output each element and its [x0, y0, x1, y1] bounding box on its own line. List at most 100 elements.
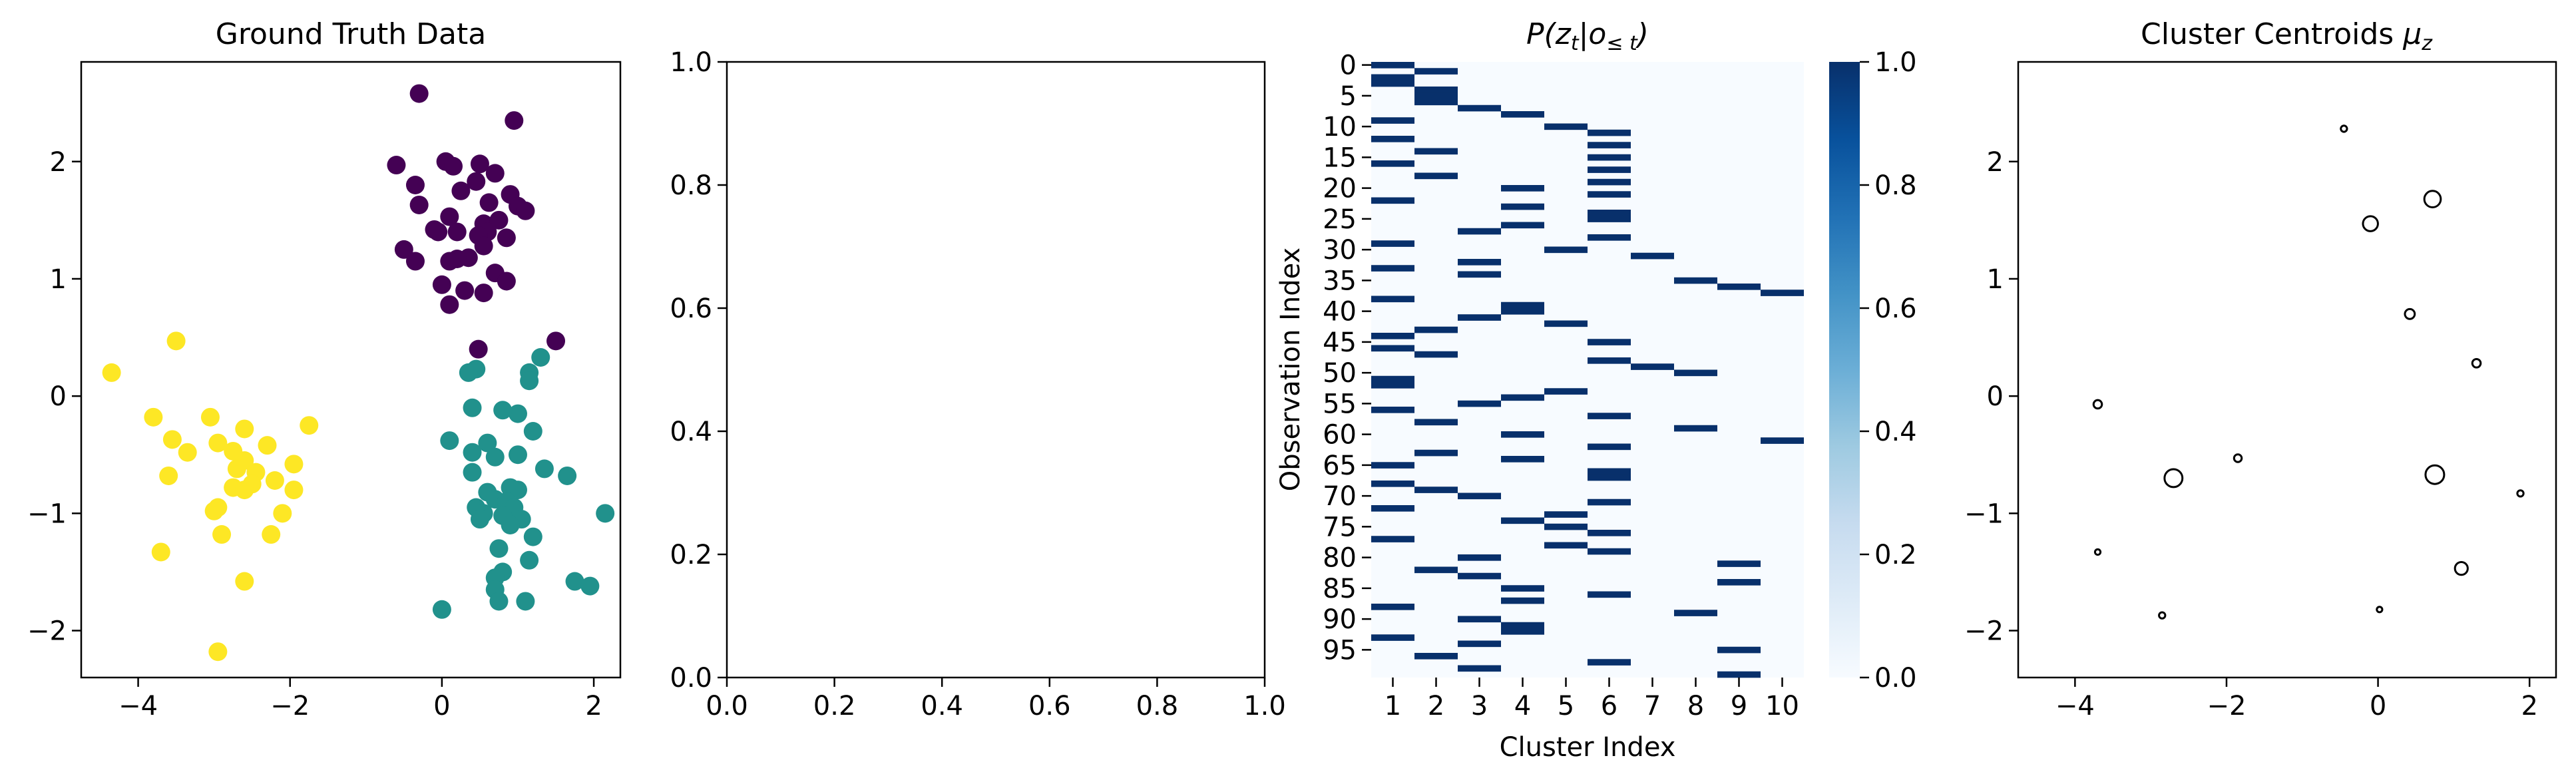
- heatmap-cell: [1501, 622, 1544, 629]
- empty-panel-ytick-label: 0.6: [670, 294, 712, 324]
- centroids-title-math: μ: [2402, 17, 2422, 51]
- centroid-point: [2362, 215, 2379, 232]
- heatmap-cell: [1371, 136, 1414, 142]
- heatmap-ytick-label: 0: [1340, 51, 1357, 81]
- ground-truth-xtick-label: −2: [270, 691, 310, 721]
- ground-truth-point: [162, 430, 182, 449]
- heatmap-cell: [1371, 407, 1414, 413]
- centroids-title: Cluster Centroids μz: [2141, 17, 2433, 55]
- heatmap-ylabel: Observation Index: [1275, 248, 1306, 491]
- ground-truth-ytick-label: 2: [50, 147, 67, 178]
- ground-truth-point: [405, 252, 425, 271]
- heatmap-cell: [1544, 320, 1588, 327]
- ground-truth-point: [478, 433, 497, 453]
- empty-panel-xtick-label: 1.0: [1243, 691, 1286, 721]
- ground-truth-point: [470, 154, 489, 174]
- heatmap-cell: [1371, 117, 1414, 124]
- ground-truth-point: [387, 156, 406, 175]
- heatmap-cell: [1371, 240, 1414, 247]
- heatmap-cell: [1414, 653, 1458, 660]
- heatmap-cell: [1501, 301, 1544, 309]
- ground-truth-point: [463, 398, 482, 417]
- ground-truth-point: [565, 572, 584, 591]
- heatmap-cell: [1588, 339, 1631, 345]
- heatmap-cells: [1371, 62, 1804, 678]
- heatmap-cell: [1414, 419, 1458, 426]
- colorbar: [1829, 62, 1860, 678]
- colorbar-tick-label: 0.6: [1874, 294, 1917, 324]
- centroid-point: [2163, 468, 2184, 489]
- heatmap-cell: [1458, 640, 1501, 648]
- empty-panel-ytick-label: 0.2: [670, 540, 712, 570]
- ground-truth-ytick-label: −2: [27, 616, 67, 647]
- heatmap-xtick-label: 10: [1765, 691, 1799, 721]
- ground-truth-point: [440, 431, 459, 451]
- heatmap-cell: [1414, 326, 1458, 333]
- ground-truth-point: [300, 416, 319, 435]
- empty-panel-xtick-label: 0.6: [1028, 691, 1071, 721]
- heatmap-cell: [1371, 382, 1414, 389]
- ground-truth-point: [409, 195, 429, 214]
- ground-truth-point: [262, 525, 281, 544]
- heatmap-cell: [1761, 290, 1804, 296]
- ground-truth-point: [440, 207, 459, 226]
- heatmap-cell: [1544, 542, 1588, 549]
- ground-truth-points: [102, 84, 615, 662]
- heatmap-cell: [1501, 628, 1544, 635]
- heatmap-cell: [1588, 234, 1631, 241]
- heatmap-cell: [1371, 375, 1414, 383]
- ground-truth-point: [208, 642, 228, 662]
- ground-truth-point: [497, 272, 516, 291]
- heatmap-ytick-label: 20: [1323, 174, 1357, 204]
- heatmap-cell: [1631, 363, 1674, 370]
- heatmap-cell: [1588, 530, 1631, 536]
- ground-truth-point: [144, 407, 163, 427]
- heatmap-cell: [1371, 62, 1414, 69]
- heatmap-cell: [1458, 314, 1501, 321]
- heatmap-cell: [1371, 295, 1414, 303]
- heatmap-cell: [1501, 597, 1544, 604]
- ground-truth-xtick-label: −4: [118, 691, 158, 721]
- ground-truth-xtick-label: 0: [433, 691, 450, 721]
- centroid-point: [2516, 489, 2525, 498]
- ground-truth-point: [208, 433, 228, 453]
- empty-panel-ticks: 0.0 0.2 0.4 0.6 0.8 1.0 0.0 0.2 0.4 0.6 0.8 1.0: [670, 47, 1285, 721]
- centroid-point: [2092, 399, 2103, 410]
- heatmap-xlabel: Cluster Index: [1500, 732, 1676, 763]
- heatmap-cell: [1371, 80, 1414, 87]
- heatmap-cell: [1414, 566, 1458, 574]
- ground-truth-point: [265, 471, 284, 490]
- centroids-ticks: −4 −2 0 2 −2 −1 0 1 2: [1964, 147, 2538, 721]
- heatmap-xtick-label: 3: [1471, 691, 1488, 721]
- centroid-point: [2471, 358, 2482, 369]
- ground-truth-ytick-label: 0: [50, 381, 67, 412]
- heatmap-cell: [1414, 449, 1458, 457]
- heatmap-cell: [1414, 487, 1458, 493]
- heatmap-ytick-label: 15: [1323, 142, 1357, 173]
- heatmap-ytick-label: 10: [1323, 112, 1357, 142]
- ground-truth-point: [470, 510, 489, 529]
- colorbar-ticks: 0.0 0.2 0.4 0.6 0.8 1.0: [1860, 47, 1917, 693]
- ground-truth-point: [474, 236, 493, 256]
- ground-truth-ytick-label: 1: [50, 264, 67, 295]
- heatmap-cell: [1501, 394, 1544, 401]
- heatmap-xtick-label: 6: [1601, 691, 1617, 721]
- heatmap-xtick-label: 4: [1514, 691, 1531, 721]
- empty-panel-ytick-label: 0.0: [670, 663, 712, 693]
- ground-truth-point: [440, 295, 459, 314]
- empty-panel-ytick-label: 0.4: [670, 417, 712, 447]
- centroids-xtick-label: −2: [2207, 691, 2246, 721]
- ground-truth-point: [440, 252, 459, 271]
- heatmap-cell: [1501, 185, 1544, 192]
- heatmap-cell: [1544, 511, 1588, 518]
- heatmap-background: [1371, 62, 1804, 678]
- heatmap-cell: [1717, 646, 1761, 654]
- ground-truth-point: [227, 459, 246, 479]
- empty-panel-xtick-label: 0.2: [813, 691, 856, 721]
- heatmap-cell: [1588, 216, 1631, 222]
- heatmap-cell: [1371, 197, 1414, 204]
- heatmap-cell: [1371, 604, 1414, 610]
- centroids-xtick-label: −4: [2055, 691, 2095, 721]
- heatmap-cell: [1371, 462, 1414, 469]
